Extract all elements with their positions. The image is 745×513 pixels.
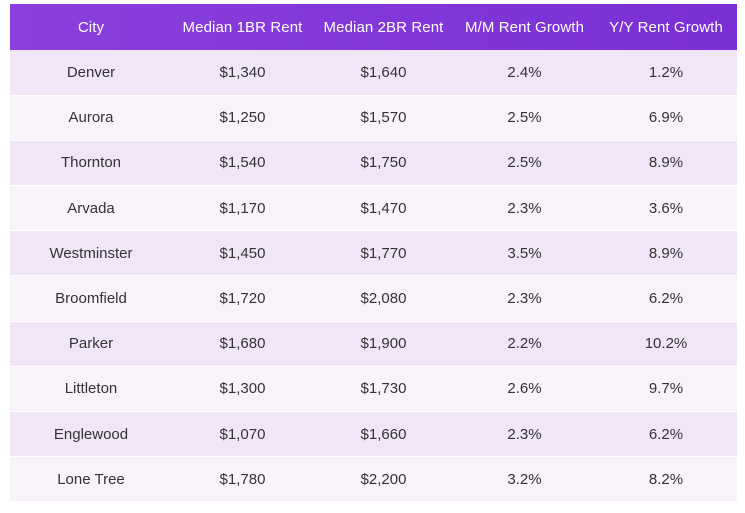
- header-median-1br-rent: Median 1BR Rent: [182, 18, 303, 36]
- header-median-2br-rent: Median 2BR Rent: [323, 18, 444, 36]
- cell-city: Denver: [10, 50, 172, 96]
- table-row: Lone Tree $1,780 $2,200 3.2% 8.2%: [10, 456, 737, 503]
- cell-median-2br-rent: $1,470: [313, 185, 454, 232]
- header-row: City Median 1BR Rent Median 2BR Rent M/M…: [10, 4, 737, 50]
- cell-city: Arvada: [10, 185, 172, 232]
- cell-median-1br-rent: $1,780: [172, 456, 313, 503]
- cell-median-2br-rent: $1,770: [313, 230, 454, 277]
- cell-median-2br-rent: $1,640: [313, 50, 454, 96]
- header-yy-rent-growth: Y/Y Rent Growth: [609, 18, 723, 36]
- cell-mm-rent-growth: 2.5%: [454, 95, 595, 141]
- rent-table-container: City Median 1BR Rent Median 2BR Rent M/M…: [10, 4, 737, 503]
- cell-mm-rent-growth: 2.2%: [454, 321, 595, 367]
- cell-median-1br-rent: $1,300: [172, 366, 313, 413]
- table-row: Aurora $1,250 $1,570 2.5% 6.9%: [10, 95, 737, 141]
- cell-mm-rent-growth: 3.5%: [454, 230, 595, 277]
- rent-table: City Median 1BR Rent Median 2BR Rent M/M…: [10, 4, 737, 503]
- cell-city: Thornton: [10, 140, 172, 187]
- cell-city: Aurora: [10, 95, 172, 141]
- cell-median-1br-rent: $1,250: [172, 95, 313, 141]
- cell-city: Broomfield: [10, 275, 172, 322]
- cell-yy-rent-growth: 3.6%: [595, 185, 737, 232]
- table-row: Westminster $1,450 $1,770 3.5% 8.9%: [10, 230, 737, 277]
- cell-median-1br-rent: $1,680: [172, 321, 313, 367]
- cell-yy-rent-growth: 6.2%: [595, 411, 737, 458]
- table-row: Thornton $1,540 $1,750 2.5% 8.9%: [10, 140, 737, 187]
- cell-yy-rent-growth: 6.2%: [595, 275, 737, 322]
- cell-median-2br-rent: $1,730: [313, 366, 454, 413]
- cell-median-1br-rent: $1,720: [172, 275, 313, 322]
- cell-median-2br-rent: $1,750: [313, 140, 454, 187]
- header-city: City: [77, 18, 105, 36]
- cell-mm-rent-growth: 2.4%: [454, 50, 595, 96]
- cell-yy-rent-growth: 9.7%: [595, 366, 737, 413]
- table-row: Littleton $1,300 $1,730 2.6% 9.7%: [10, 366, 737, 413]
- cell-yy-rent-growth: 1.2%: [595, 50, 737, 96]
- cell-mm-rent-growth: 2.3%: [454, 185, 595, 232]
- cell-mm-rent-growth: 2.6%: [454, 366, 595, 413]
- cell-yy-rent-growth: 10.2%: [595, 321, 737, 367]
- cell-median-2br-rent: $1,900: [313, 321, 454, 367]
- cell-yy-rent-growth: 8.2%: [595, 456, 737, 503]
- table-body: Denver $1,340 $1,640 2.4% 1.2% Aurora $1,250 $1…: [10, 50, 737, 503]
- table-row: Broomfield $1,720 $2,080 2.3% 6.2%: [10, 275, 737, 322]
- cell-median-1br-rent: $1,170: [172, 185, 313, 232]
- cell-yy-rent-growth: 8.9%: [595, 230, 737, 277]
- cell-median-1br-rent: $1,070: [172, 411, 313, 458]
- cell-mm-rent-growth: 2.3%: [454, 411, 595, 458]
- table-row: Arvada $1,170 $1,470 2.3% 3.6%: [10, 185, 737, 232]
- cell-median-1br-rent: $1,540: [172, 140, 313, 187]
- cell-median-1br-rent: $1,450: [172, 230, 313, 277]
- cell-mm-rent-growth: 2.5%: [454, 140, 595, 187]
- cell-median-2br-rent: $2,200: [313, 456, 454, 503]
- table-row: Denver $1,340 $1,640 2.4% 1.2%: [10, 50, 737, 96]
- cell-median-1br-rent: $1,340: [172, 50, 313, 96]
- table-row: Parker $1,680 $1,900 2.2% 10.2%: [10, 321, 737, 367]
- cell-mm-rent-growth: 3.2%: [454, 456, 595, 503]
- cell-yy-rent-growth: 6.9%: [595, 95, 737, 141]
- table-header: City Median 1BR Rent Median 2BR Rent M/M…: [10, 4, 737, 50]
- cell-median-2br-rent: $2,080: [313, 275, 454, 322]
- cell-city: Englewood: [10, 411, 172, 458]
- cell-city: Lone Tree: [10, 456, 172, 503]
- cell-median-2br-rent: $1,570: [313, 95, 454, 141]
- cell-city: Littleton: [10, 366, 172, 413]
- cell-yy-rent-growth: 8.9%: [595, 140, 737, 187]
- cell-mm-rent-growth: 2.3%: [454, 275, 595, 322]
- cell-city: Westminster: [10, 230, 172, 277]
- cell-median-2br-rent: $1,660: [313, 411, 454, 458]
- cell-city: Parker: [10, 321, 172, 367]
- table-row: Englewood $1,070 $1,660 2.3% 6.2%: [10, 411, 737, 458]
- header-mm-rent-growth: M/M Rent Growth: [464, 18, 585, 36]
